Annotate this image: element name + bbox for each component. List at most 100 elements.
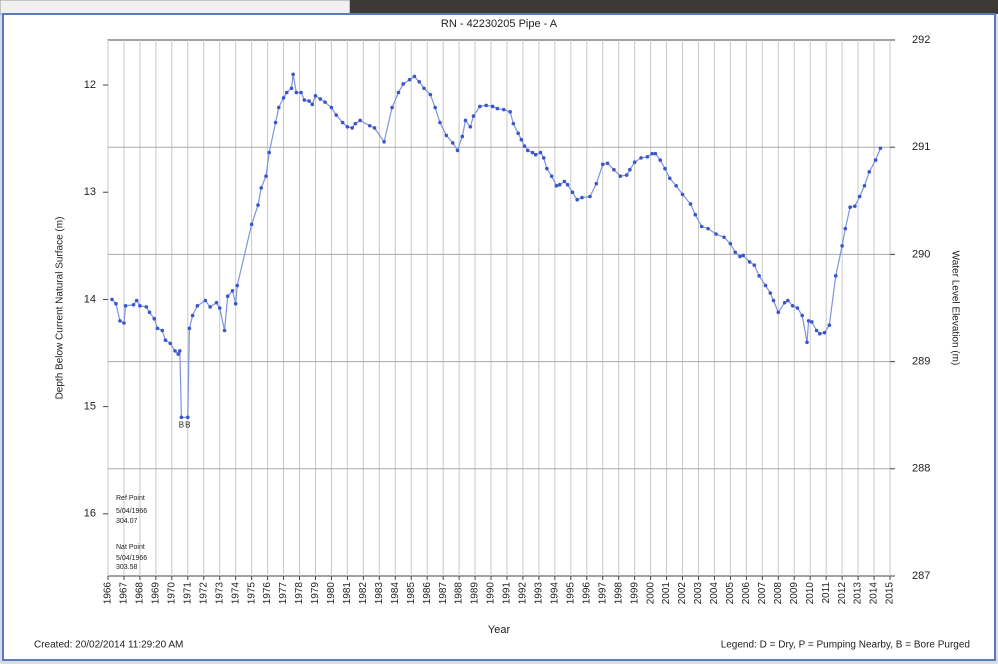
x-tick-label: 1998 (613, 582, 624, 605)
reference-note: 5/04/1966 (116, 508, 147, 515)
data-point (358, 119, 362, 123)
data-point (531, 151, 535, 155)
data-point (674, 184, 678, 188)
data-point (307, 99, 311, 103)
data-point (401, 82, 405, 86)
data-point (191, 314, 195, 318)
reference-note: 5/04/1966 (116, 555, 147, 562)
data-point (633, 160, 637, 164)
data-point (231, 289, 235, 293)
data-point (681, 193, 685, 197)
data-point (818, 332, 822, 336)
data-point (502, 108, 506, 112)
data-point (290, 86, 294, 90)
data-point (277, 106, 281, 110)
data-point (863, 184, 867, 188)
data-point (618, 174, 622, 178)
data-point (844, 227, 848, 231)
y2-axis-label: Water Level Elevation (m) (949, 251, 960, 366)
data-point (786, 299, 790, 303)
data-point (757, 274, 761, 278)
data-point (264, 174, 268, 178)
reference-note: 303.58 (116, 564, 138, 571)
data-point (330, 106, 334, 110)
x-tick-label: 1978 (294, 582, 305, 605)
y2-tick-label: 291 (912, 141, 930, 153)
data-point (472, 114, 476, 118)
data-point (226, 294, 230, 298)
x-tick-label: 2004 (709, 582, 720, 605)
data-point (791, 304, 795, 308)
data-point (186, 416, 190, 420)
x-tick-label: 1968 (135, 582, 146, 605)
data-point (558, 183, 562, 187)
data-point (178, 349, 182, 353)
data-point (438, 121, 442, 125)
x-tick-label: 1971 (182, 582, 193, 605)
data-point (542, 156, 546, 160)
data-point (468, 125, 472, 129)
x-tick-label: 2012 (837, 582, 848, 605)
data-point (693, 213, 697, 217)
data-point (267, 151, 271, 155)
x-tick-label: 1969 (151, 582, 162, 605)
data-point (382, 140, 386, 144)
data-point (274, 121, 278, 125)
data-point (654, 152, 658, 156)
x-tick-label: 1973 (214, 582, 225, 605)
x-tick-label: 1997 (597, 582, 608, 605)
reference-note: Nat Point (116, 544, 145, 551)
data-point (259, 186, 263, 190)
data-point (445, 134, 449, 138)
chart-title: RN - 42230205 Pipe - A (441, 18, 558, 30)
data-point (840, 244, 844, 248)
data-point (299, 91, 303, 95)
data-point (722, 235, 726, 239)
data-point (491, 105, 495, 109)
data-point (460, 135, 464, 139)
data-point (733, 250, 737, 254)
x-tick-label: 2005 (725, 582, 736, 605)
data-point (539, 151, 543, 155)
data-point (650, 152, 654, 156)
data-point (545, 167, 549, 171)
data-point (848, 205, 852, 209)
data-point (625, 173, 629, 177)
data-point (218, 306, 222, 310)
data-point (110, 298, 114, 302)
chart-panel (3, 14, 995, 660)
data-point (566, 183, 570, 187)
x-tick-label: 1981 (342, 582, 353, 605)
data-point (223, 329, 227, 333)
data-point (563, 180, 567, 184)
x-tick-label: 1976 (262, 582, 273, 605)
data-point (496, 107, 500, 111)
x-tick-label: 1991 (502, 582, 513, 605)
data-point (741, 254, 745, 258)
data-point (464, 119, 468, 123)
data-point (805, 341, 809, 345)
data-point (156, 327, 160, 331)
data-point (173, 349, 177, 353)
y-tick-label: 12 (84, 79, 96, 91)
data-point (397, 91, 401, 95)
data-point (534, 153, 538, 157)
data-point (456, 149, 460, 153)
data-point (601, 163, 605, 167)
data-point (706, 227, 710, 231)
data-point (580, 196, 584, 200)
x-tick-label: 2015 (885, 582, 896, 605)
data-point (250, 223, 254, 227)
data-point (663, 167, 667, 171)
data-point (341, 121, 345, 125)
x-tick-label: 2011 (821, 582, 832, 604)
top-panel (0, 0, 350, 14)
x-tick-label: 1980 (326, 582, 337, 605)
data-point (550, 174, 554, 178)
page: {"chart_data": {"type": "line", "title":… (0, 0, 998, 664)
legend-note: Legend: D = Dry, P = Pumping Nearby, B =… (721, 640, 970, 651)
data-point (180, 416, 184, 420)
data-point (595, 182, 599, 186)
data-point (858, 195, 862, 199)
x-tick-label: 2000 (645, 582, 656, 605)
